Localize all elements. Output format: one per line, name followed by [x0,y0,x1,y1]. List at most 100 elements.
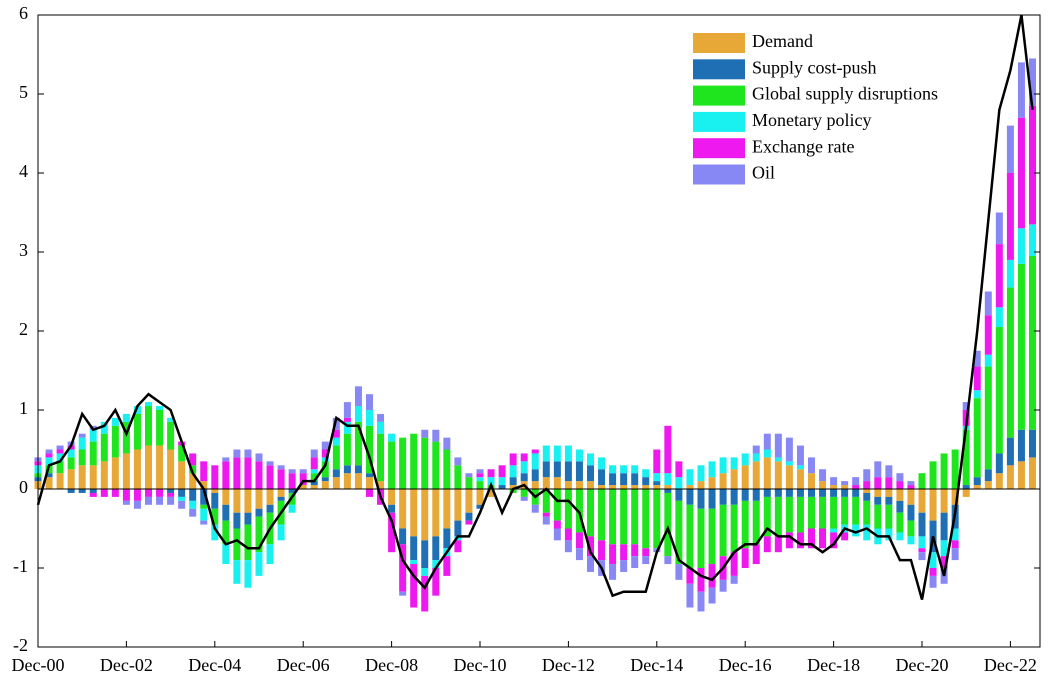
bar-segment [796,496,804,533]
bar-segment [907,489,915,505]
x-tick-label: Dec-10 [454,655,507,675]
bar-segment [1006,465,1014,489]
bar-segment [465,489,473,513]
bar-segment [178,461,186,489]
bar-segment [808,457,815,474]
bar-segment [763,457,771,489]
bar-segment [399,437,407,489]
bar-segment [984,481,992,489]
bar-segment [122,489,130,501]
bar-segment [509,485,517,489]
bar-segment [730,469,738,489]
bar-segment [896,512,904,533]
bar-segment [962,402,970,410]
bar-segment [664,425,672,474]
bar-segment [399,528,407,545]
bar-segment [1006,437,1014,466]
bar-segment [951,489,959,505]
bar-segment [940,453,948,489]
bar-segment [443,437,451,450]
bar-segment [587,489,594,537]
bar-segment [763,489,771,497]
bar-segment [78,449,86,466]
bar-segment [896,473,904,482]
bar-segment [1006,173,1014,260]
bar-segment [111,417,119,426]
bar-segment [233,457,241,489]
bar-segment [542,489,550,513]
bar-segment [819,496,827,529]
plot-frame [37,14,1041,648]
bar-segment [410,489,418,537]
bar-segment [211,524,219,541]
bar-segment [145,489,152,497]
bar-segment [631,556,639,568]
bar-segment [56,461,64,474]
bar-segment [388,489,396,505]
x-tick-label: Dec-14 [630,655,683,675]
bar-segment [553,445,561,462]
bar-segment [940,556,948,568]
bar-segment [332,417,340,430]
bar-segment [1017,62,1025,118]
bar-segment [244,457,252,489]
bar-segment [575,461,583,482]
bar-segment [100,489,108,497]
bar-segment [410,433,418,489]
bar-segment [167,496,175,505]
x-tick-label: Dec-02 [100,655,153,675]
bar-segment [697,465,705,482]
bar-segment [642,548,650,557]
bar-segment [354,421,362,466]
bar-segment [211,508,219,525]
bar-segment [852,477,860,486]
y-tick-label: 3 [19,240,28,260]
bar-segment [178,500,186,509]
legend-label: Demand [752,31,813,51]
bar-segment [719,473,727,489]
bar-segment [796,465,804,470]
bar-segment [288,469,296,474]
bar-segment [432,489,440,537]
bar-segment [830,532,838,549]
bar-segment [332,429,340,438]
bar-segment [609,489,617,545]
bar-segment [399,544,407,592]
bar-segment [774,457,782,462]
bar-segment [675,461,683,478]
bar-segment [752,500,760,545]
bar-segment [984,366,992,470]
bar-segment [609,485,617,489]
bar-segment [122,453,130,489]
bar-segment [255,516,263,553]
bar-segment [542,516,550,525]
bar-segment [620,485,628,489]
bar-segment [962,429,970,486]
bar-segment [686,583,694,608]
bar-segment [122,421,130,454]
bar-segment [465,473,473,478]
bar-segment [167,449,175,489]
bar-segment [575,481,583,489]
bar-segment [785,465,793,489]
bar-segment [133,449,141,489]
bar-segment [531,481,539,489]
bar-segment [122,500,130,505]
bar-segment [852,524,860,537]
bar-segment [631,465,639,474]
bar-segment [885,528,893,541]
bar-segment [885,477,893,489]
bar-segment [1017,461,1025,489]
bar-segment [299,485,307,489]
y-tick-label: 5 [19,82,28,102]
bar-segment [874,489,882,497]
bar-segment [310,457,318,470]
bar-segment [808,528,815,549]
bar-segment [830,477,838,486]
x-tick-label: Dec-16 [719,655,772,675]
bar-segment [67,449,75,458]
bar-segment [1017,228,1025,264]
bar-segment [575,532,583,549]
bar-segment [100,433,108,462]
bar-segment [907,504,915,521]
